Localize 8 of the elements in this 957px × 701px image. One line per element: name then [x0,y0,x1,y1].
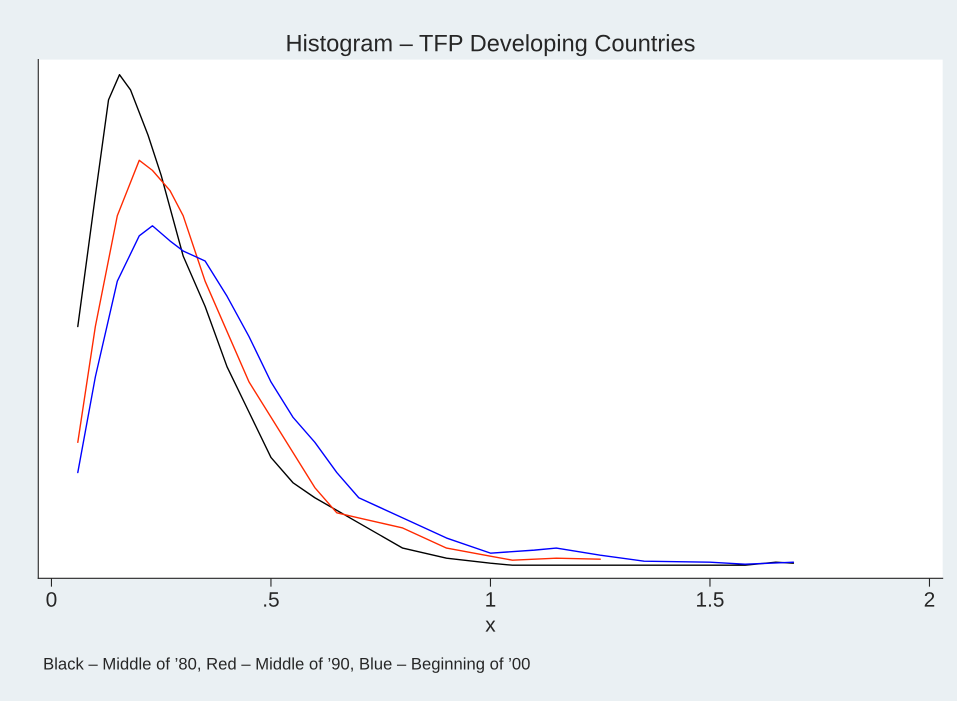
x-tick-label: 2 [924,592,934,607]
x-tick-label: 0 [46,592,56,607]
x-tick-label: 1 [486,592,496,607]
text: Black – Middle of ’80, Red – Middle of ’90, Blue – Beginning of ’00 [44,657,530,673]
x-axis-title: x [485,620,496,632]
chart-title: Histogram – TFP Developing Countries [287,34,695,56]
x-tick-label: .5 [264,592,279,607]
x-tick-label: 1.5 [697,592,724,607]
